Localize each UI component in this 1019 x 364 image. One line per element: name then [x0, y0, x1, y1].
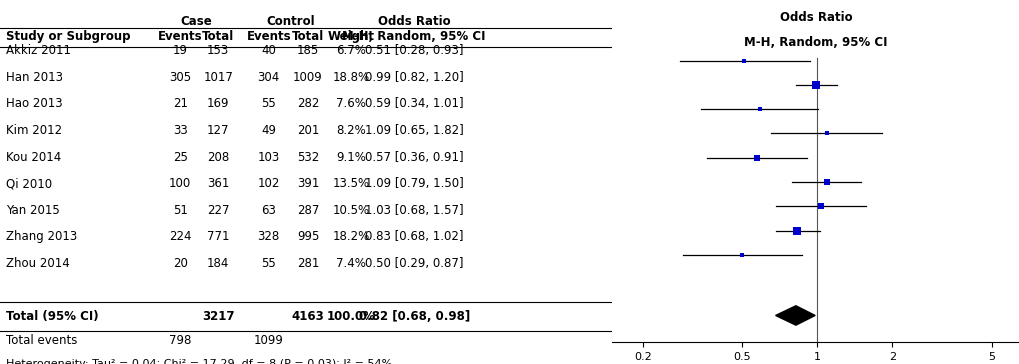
Text: 0.82 [0.68, 0.98]: 0.82 [0.68, 0.98] — [359, 310, 470, 323]
Text: Total: Total — [291, 29, 324, 43]
Text: 6.7%: 6.7% — [335, 44, 366, 57]
Text: 224: 224 — [169, 230, 192, 243]
Point — [811, 203, 827, 209]
Text: 287: 287 — [297, 204, 319, 217]
Point — [817, 179, 834, 185]
Text: 305: 305 — [169, 71, 192, 84]
Text: Study or Subgroup: Study or Subgroup — [6, 29, 130, 43]
Text: 19: 19 — [172, 44, 187, 57]
Text: 55: 55 — [261, 257, 276, 270]
Text: 55: 55 — [261, 98, 276, 110]
Text: Odds Ratio: Odds Ratio — [779, 11, 852, 24]
Text: 281: 281 — [297, 257, 319, 270]
Point — [736, 58, 752, 64]
Point — [748, 155, 764, 161]
Text: 49: 49 — [261, 124, 276, 137]
Text: 282: 282 — [297, 98, 319, 110]
Text: Weight: Weight — [327, 29, 374, 43]
Point — [734, 252, 750, 258]
Text: 0.51 [0.28, 0.93]: 0.51 [0.28, 0.93] — [365, 44, 463, 57]
Text: 103: 103 — [258, 151, 279, 163]
Polygon shape — [774, 306, 814, 325]
Text: 25: 25 — [172, 151, 187, 163]
Text: 1.03 [0.68, 1.57]: 1.03 [0.68, 1.57] — [365, 204, 463, 217]
Text: 304: 304 — [258, 71, 279, 84]
Text: Total events: Total events — [6, 334, 77, 347]
Text: 4163: 4163 — [291, 310, 324, 323]
Text: 184: 184 — [207, 257, 229, 270]
Text: 20: 20 — [172, 257, 187, 270]
Point — [807, 82, 823, 88]
Text: 201: 201 — [297, 124, 319, 137]
Text: M-H, Random, 95% CI: M-H, Random, 95% CI — [342, 29, 485, 43]
Text: 18.8%: 18.8% — [332, 71, 369, 84]
Text: 13.5%: 13.5% — [332, 177, 369, 190]
Text: 995: 995 — [297, 230, 319, 243]
Text: Zhang 2013: Zhang 2013 — [6, 230, 77, 243]
Text: 0.59 [0.34, 1.01]: 0.59 [0.34, 1.01] — [365, 98, 463, 110]
Text: Akkiz 2011: Akkiz 2011 — [6, 44, 71, 57]
Text: Events: Events — [247, 29, 290, 43]
Text: Kim 2012: Kim 2012 — [6, 124, 62, 137]
Text: 227: 227 — [207, 204, 229, 217]
Text: 0.83 [0.68, 1.02]: 0.83 [0.68, 1.02] — [365, 230, 463, 243]
Text: 185: 185 — [297, 44, 319, 57]
Text: 100: 100 — [169, 177, 192, 190]
Text: 1009: 1009 — [292, 71, 323, 84]
Text: 127: 127 — [207, 124, 229, 137]
Text: 1.09 [0.79, 1.50]: 1.09 [0.79, 1.50] — [365, 177, 464, 190]
Text: Total: Total — [202, 29, 234, 43]
Text: 328: 328 — [258, 230, 279, 243]
Text: 0.57 [0.36, 0.91]: 0.57 [0.36, 0.91] — [365, 151, 463, 163]
Text: Yan 2015: Yan 2015 — [6, 204, 60, 217]
Text: 0.99 [0.82, 1.20]: 0.99 [0.82, 1.20] — [365, 71, 464, 84]
Text: 798: 798 — [169, 334, 192, 347]
Text: 361: 361 — [207, 177, 229, 190]
Text: 1.09 [0.65, 1.82]: 1.09 [0.65, 1.82] — [365, 124, 464, 137]
Point — [751, 106, 767, 112]
Text: Zhou 2014: Zhou 2014 — [6, 257, 70, 270]
Text: 1099: 1099 — [254, 334, 283, 347]
Text: 100.0%: 100.0% — [326, 310, 375, 323]
Text: 8.2%: 8.2% — [336, 124, 366, 137]
Text: Case: Case — [180, 15, 212, 28]
Text: 7.6%: 7.6% — [335, 98, 366, 110]
Text: 102: 102 — [258, 177, 279, 190]
Text: 0.50 [0.29, 0.87]: 0.50 [0.29, 0.87] — [365, 257, 463, 270]
Text: 391: 391 — [297, 177, 319, 190]
Text: 169: 169 — [207, 98, 229, 110]
Point — [817, 131, 834, 136]
Text: 7.4%: 7.4% — [335, 257, 366, 270]
Text: 153: 153 — [207, 44, 229, 57]
Text: 1017: 1017 — [203, 71, 233, 84]
Text: 3217: 3217 — [202, 310, 234, 323]
Text: 9.1%: 9.1% — [335, 151, 366, 163]
Text: Han 2013: Han 2013 — [6, 71, 63, 84]
Text: 21: 21 — [172, 98, 187, 110]
Text: Hao 2013: Hao 2013 — [6, 98, 63, 110]
Text: 33: 33 — [172, 124, 187, 137]
Text: Qi 2010: Qi 2010 — [6, 177, 52, 190]
Text: Odds Ratio: Odds Ratio — [377, 15, 450, 28]
Text: 40: 40 — [261, 44, 276, 57]
Text: Kou 2014: Kou 2014 — [6, 151, 61, 163]
Text: Control: Control — [266, 15, 315, 28]
Text: 63: 63 — [261, 204, 276, 217]
Text: Heterogeneity: Tau² = 0.04; Chi² = 17.29, df = 8 (P = 0.03); I² = 54%: Heterogeneity: Tau² = 0.04; Chi² = 17.29… — [6, 359, 392, 364]
Text: 10.5%: 10.5% — [332, 204, 369, 217]
Text: 771: 771 — [207, 230, 229, 243]
Point — [789, 228, 805, 233]
Text: M-H, Random, 95% CI: M-H, Random, 95% CI — [744, 36, 887, 50]
Text: Events: Events — [158, 29, 203, 43]
Text: 18.2%: 18.2% — [332, 230, 369, 243]
Text: 532: 532 — [297, 151, 319, 163]
Text: Total (95% CI): Total (95% CI) — [6, 310, 99, 323]
Text: 51: 51 — [172, 204, 187, 217]
Text: 208: 208 — [207, 151, 229, 163]
